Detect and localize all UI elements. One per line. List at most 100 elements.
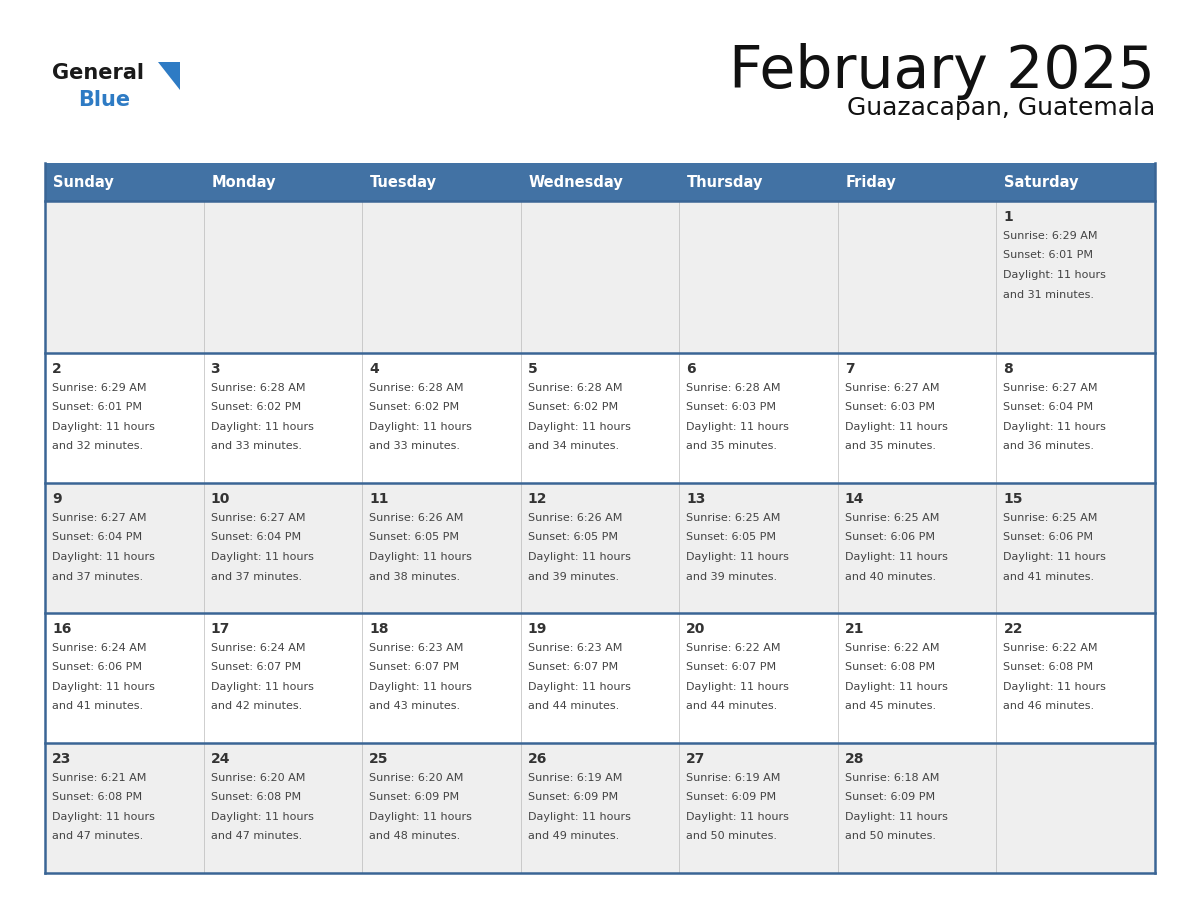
- Text: 17: 17: [210, 622, 230, 636]
- Text: Sunrise: 6:27 AM: Sunrise: 6:27 AM: [52, 513, 146, 523]
- Text: Daylight: 11 hours: Daylight: 11 hours: [210, 682, 314, 692]
- Text: and 35 minutes.: and 35 minutes.: [687, 442, 777, 452]
- Text: Sunset: 6:09 PM: Sunset: 6:09 PM: [369, 792, 460, 802]
- Text: Sunday: Sunday: [53, 174, 114, 189]
- Text: Sunrise: 6:22 AM: Sunrise: 6:22 AM: [845, 643, 940, 653]
- Text: Daylight: 11 hours: Daylight: 11 hours: [687, 552, 789, 562]
- Text: and 35 minutes.: and 35 minutes.: [845, 442, 936, 452]
- Text: and 33 minutes.: and 33 minutes.: [210, 442, 302, 452]
- Bar: [45, 743, 1155, 873]
- Text: 22: 22: [1004, 622, 1023, 636]
- Text: Daylight: 11 hours: Daylight: 11 hours: [845, 552, 948, 562]
- Text: Daylight: 11 hours: Daylight: 11 hours: [210, 812, 314, 822]
- Text: Sunset: 6:06 PM: Sunset: 6:06 PM: [52, 663, 143, 673]
- Text: Daylight: 11 hours: Daylight: 11 hours: [1004, 552, 1106, 562]
- Text: Sunset: 6:01 PM: Sunset: 6:01 PM: [1004, 251, 1093, 261]
- Text: and 32 minutes.: and 32 minutes.: [52, 442, 143, 452]
- Text: Sunset: 6:09 PM: Sunset: 6:09 PM: [527, 792, 618, 802]
- Text: Daylight: 11 hours: Daylight: 11 hours: [527, 422, 631, 432]
- Text: Daylight: 11 hours: Daylight: 11 hours: [687, 812, 789, 822]
- Text: and 40 minutes.: and 40 minutes.: [845, 572, 936, 581]
- Text: 3: 3: [210, 362, 220, 376]
- Text: Daylight: 11 hours: Daylight: 11 hours: [687, 422, 789, 432]
- Text: and 37 minutes.: and 37 minutes.: [210, 572, 302, 581]
- Text: and 41 minutes.: and 41 minutes.: [1004, 572, 1094, 581]
- Text: Sunrise: 6:19 AM: Sunrise: 6:19 AM: [527, 773, 623, 783]
- Text: and 34 minutes.: and 34 minutes.: [527, 442, 619, 452]
- Text: Sunrise: 6:22 AM: Sunrise: 6:22 AM: [687, 643, 781, 653]
- Text: Sunset: 6:09 PM: Sunset: 6:09 PM: [687, 792, 777, 802]
- Text: and 47 minutes.: and 47 minutes.: [210, 832, 302, 842]
- Text: and 46 minutes.: and 46 minutes.: [1004, 701, 1094, 711]
- Text: Thursday: Thursday: [688, 174, 764, 189]
- Text: Sunset: 6:04 PM: Sunset: 6:04 PM: [52, 532, 143, 543]
- Text: and 36 minutes.: and 36 minutes.: [1004, 442, 1094, 452]
- Text: Daylight: 11 hours: Daylight: 11 hours: [369, 682, 472, 692]
- Text: Tuesday: Tuesday: [371, 174, 437, 189]
- Text: and 39 minutes.: and 39 minutes.: [687, 572, 777, 581]
- Text: Daylight: 11 hours: Daylight: 11 hours: [210, 552, 314, 562]
- Text: Sunset: 6:07 PM: Sunset: 6:07 PM: [687, 663, 777, 673]
- Text: Daylight: 11 hours: Daylight: 11 hours: [527, 812, 631, 822]
- Text: Sunset: 6:06 PM: Sunset: 6:06 PM: [1004, 532, 1093, 543]
- Text: Sunset: 6:05 PM: Sunset: 6:05 PM: [687, 532, 776, 543]
- Text: 25: 25: [369, 752, 388, 766]
- Text: Sunrise: 6:20 AM: Sunrise: 6:20 AM: [210, 773, 305, 783]
- Text: Daylight: 11 hours: Daylight: 11 hours: [845, 812, 948, 822]
- Text: Sunset: 6:08 PM: Sunset: 6:08 PM: [210, 792, 301, 802]
- Text: 4: 4: [369, 362, 379, 376]
- Text: Daylight: 11 hours: Daylight: 11 hours: [1004, 682, 1106, 692]
- Text: Daylight: 11 hours: Daylight: 11 hours: [52, 422, 154, 432]
- Text: Sunrise: 6:25 AM: Sunrise: 6:25 AM: [687, 513, 781, 523]
- Text: Sunrise: 6:25 AM: Sunrise: 6:25 AM: [1004, 513, 1098, 523]
- Text: and 43 minutes.: and 43 minutes.: [369, 701, 460, 711]
- Text: Sunrise: 6:28 AM: Sunrise: 6:28 AM: [687, 383, 781, 393]
- Text: and 42 minutes.: and 42 minutes.: [210, 701, 302, 711]
- Text: Daylight: 11 hours: Daylight: 11 hours: [527, 682, 631, 692]
- Text: Sunrise: 6:24 AM: Sunrise: 6:24 AM: [210, 643, 305, 653]
- Text: Daylight: 11 hours: Daylight: 11 hours: [527, 552, 631, 562]
- Text: and 33 minutes.: and 33 minutes.: [369, 442, 460, 452]
- Text: Sunrise: 6:29 AM: Sunrise: 6:29 AM: [52, 383, 146, 393]
- Text: 11: 11: [369, 492, 388, 506]
- Text: Sunrise: 6:27 AM: Sunrise: 6:27 AM: [1004, 383, 1098, 393]
- Text: Daylight: 11 hours: Daylight: 11 hours: [1004, 270, 1106, 280]
- Text: 26: 26: [527, 752, 548, 766]
- Text: Sunrise: 6:27 AM: Sunrise: 6:27 AM: [845, 383, 940, 393]
- Text: 12: 12: [527, 492, 548, 506]
- Text: 6: 6: [687, 362, 696, 376]
- Text: 1: 1: [1004, 210, 1013, 224]
- Text: Sunrise: 6:29 AM: Sunrise: 6:29 AM: [1004, 231, 1098, 241]
- Text: Sunset: 6:03 PM: Sunset: 6:03 PM: [845, 402, 935, 412]
- Text: Wednesday: Wednesday: [529, 174, 624, 189]
- Text: Daylight: 11 hours: Daylight: 11 hours: [210, 422, 314, 432]
- Text: Sunrise: 6:28 AM: Sunrise: 6:28 AM: [369, 383, 463, 393]
- Text: Sunrise: 6:28 AM: Sunrise: 6:28 AM: [527, 383, 623, 393]
- Bar: [45, 483, 1155, 613]
- Text: 19: 19: [527, 622, 548, 636]
- Text: Sunset: 6:02 PM: Sunset: 6:02 PM: [210, 402, 301, 412]
- Text: 5: 5: [527, 362, 537, 376]
- Text: Sunrise: 6:19 AM: Sunrise: 6:19 AM: [687, 773, 781, 783]
- Text: 20: 20: [687, 622, 706, 636]
- Text: and 45 minutes.: and 45 minutes.: [845, 701, 936, 711]
- Text: and 37 minutes.: and 37 minutes.: [52, 572, 143, 581]
- Text: Sunset: 6:06 PM: Sunset: 6:06 PM: [845, 532, 935, 543]
- Text: 27: 27: [687, 752, 706, 766]
- Text: 14: 14: [845, 492, 865, 506]
- Text: Sunrise: 6:22 AM: Sunrise: 6:22 AM: [1004, 643, 1098, 653]
- Text: 9: 9: [52, 492, 62, 506]
- Text: Sunrise: 6:18 AM: Sunrise: 6:18 AM: [845, 773, 940, 783]
- Text: Daylight: 11 hours: Daylight: 11 hours: [369, 422, 472, 432]
- Text: Guazacapan, Guatemala: Guazacapan, Guatemala: [847, 96, 1155, 120]
- Text: Monday: Monday: [211, 174, 276, 189]
- Text: Sunrise: 6:26 AM: Sunrise: 6:26 AM: [369, 513, 463, 523]
- Text: 2: 2: [52, 362, 62, 376]
- Text: Sunset: 6:01 PM: Sunset: 6:01 PM: [52, 402, 143, 412]
- Text: 13: 13: [687, 492, 706, 506]
- Text: Sunset: 6:07 PM: Sunset: 6:07 PM: [369, 663, 460, 673]
- Text: 10: 10: [210, 492, 230, 506]
- Text: Sunrise: 6:20 AM: Sunrise: 6:20 AM: [369, 773, 463, 783]
- Text: February 2025: February 2025: [729, 43, 1155, 100]
- Text: Sunset: 6:08 PM: Sunset: 6:08 PM: [52, 792, 143, 802]
